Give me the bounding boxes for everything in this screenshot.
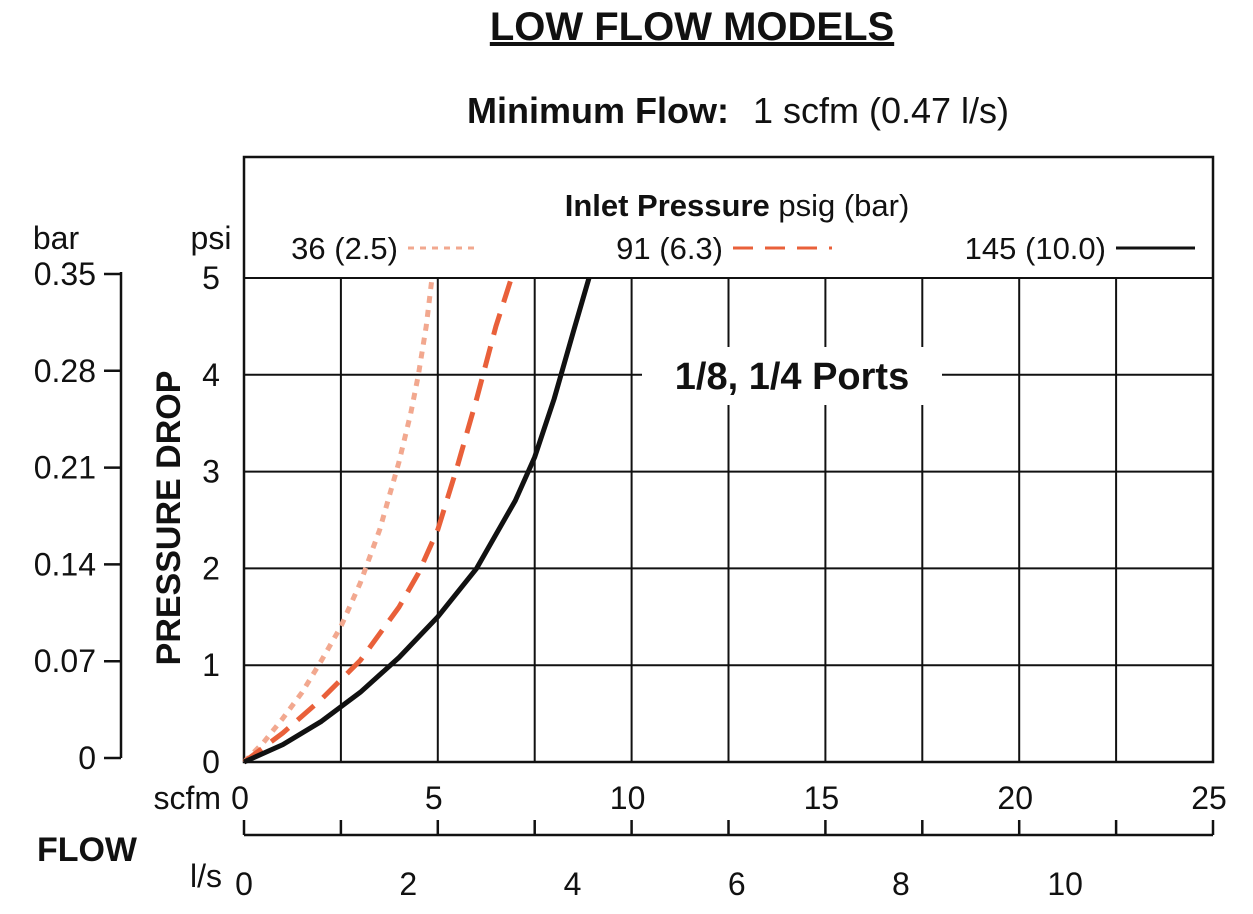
psi-tick-label: 1 (202, 647, 220, 683)
scfm-tick-label: 25 (1191, 780, 1227, 816)
scfm-tick-label: 10 (610, 780, 646, 816)
psi-tick-label: 2 (202, 550, 220, 586)
legend-title-bold: Inlet Pressure (565, 188, 770, 223)
scfm-tick-label: 15 (804, 780, 840, 816)
bar-tick-label: 0.21 (34, 450, 96, 486)
legend-label-3: 145 (10.0) (965, 231, 1106, 266)
ls-tick-label: 2 (399, 866, 417, 902)
ls-tick-label: 8 (892, 866, 910, 902)
scfm-tick-label: 0 (231, 780, 249, 816)
bar-tick-label: 0.28 (34, 353, 96, 389)
legend: 36 (2.5) 91 (6.3) 145 (10.0) (291, 231, 1195, 266)
subtitle-label: Minimum Flow: (467, 90, 729, 131)
x-axes: 0 5 10 15 20 25 0 2 4 6 8 10 (231, 780, 1227, 902)
ls-tick-label: 4 (564, 866, 582, 902)
chart-title: LOW FLOW MODELS (490, 5, 894, 49)
bar-tick-label: 0.14 (34, 546, 96, 582)
legend-title: Inlet Pressure psig (bar) (565, 188, 910, 223)
bar-tick-label: 0 (78, 740, 96, 776)
y-axes: 0 1 2 3 4 5 0 0.07 0.14 0.21 0.28 0.35 (34, 256, 220, 780)
bar-tick-label: 0.07 (34, 643, 96, 679)
y-unit-psi: psi (191, 220, 232, 256)
legend-title-unit: psig (bar) (770, 188, 910, 223)
psi-tick-label: 5 (202, 260, 220, 296)
y-axis-title: PRESSURE DROP (150, 371, 188, 666)
series-line-2 (242, 277, 514, 765)
x-axis-title: FLOW (37, 831, 138, 869)
psi-tick-label: 0 (202, 744, 220, 780)
subtitle-value: 1 scfm (0.47 l/s) (753, 90, 1009, 131)
y-unit-bar: bar (33, 220, 80, 256)
x-unit-scfm: scfm (153, 780, 221, 816)
scfm-tick-label: 5 (425, 780, 443, 816)
x-unit-ls: l/s (190, 858, 222, 894)
legend-label-2: 91 (6.3) (616, 231, 723, 266)
psi-tick-label: 3 (202, 454, 220, 490)
ls-tick-label: 6 (728, 866, 746, 902)
scfm-tick-label: 20 (997, 780, 1033, 816)
ports-annotation: 1/8, 1/4 Ports (675, 356, 909, 398)
series-lines (242, 277, 592, 765)
psi-tick-label: 4 (202, 357, 220, 393)
legend-label-1: 36 (2.5) (291, 231, 398, 266)
ls-tick-label: 10 (1047, 866, 1083, 902)
series-line-3 (242, 277, 592, 765)
chart-subtitle: Minimum Flow: 1 scfm (0.47 l/s) (467, 90, 1009, 131)
annotation-backdrop (642, 347, 942, 405)
series-line-1 (242, 277, 435, 764)
bar-tick-label: 0.35 (34, 256, 96, 292)
ls-tick-label: 0 (235, 866, 253, 902)
